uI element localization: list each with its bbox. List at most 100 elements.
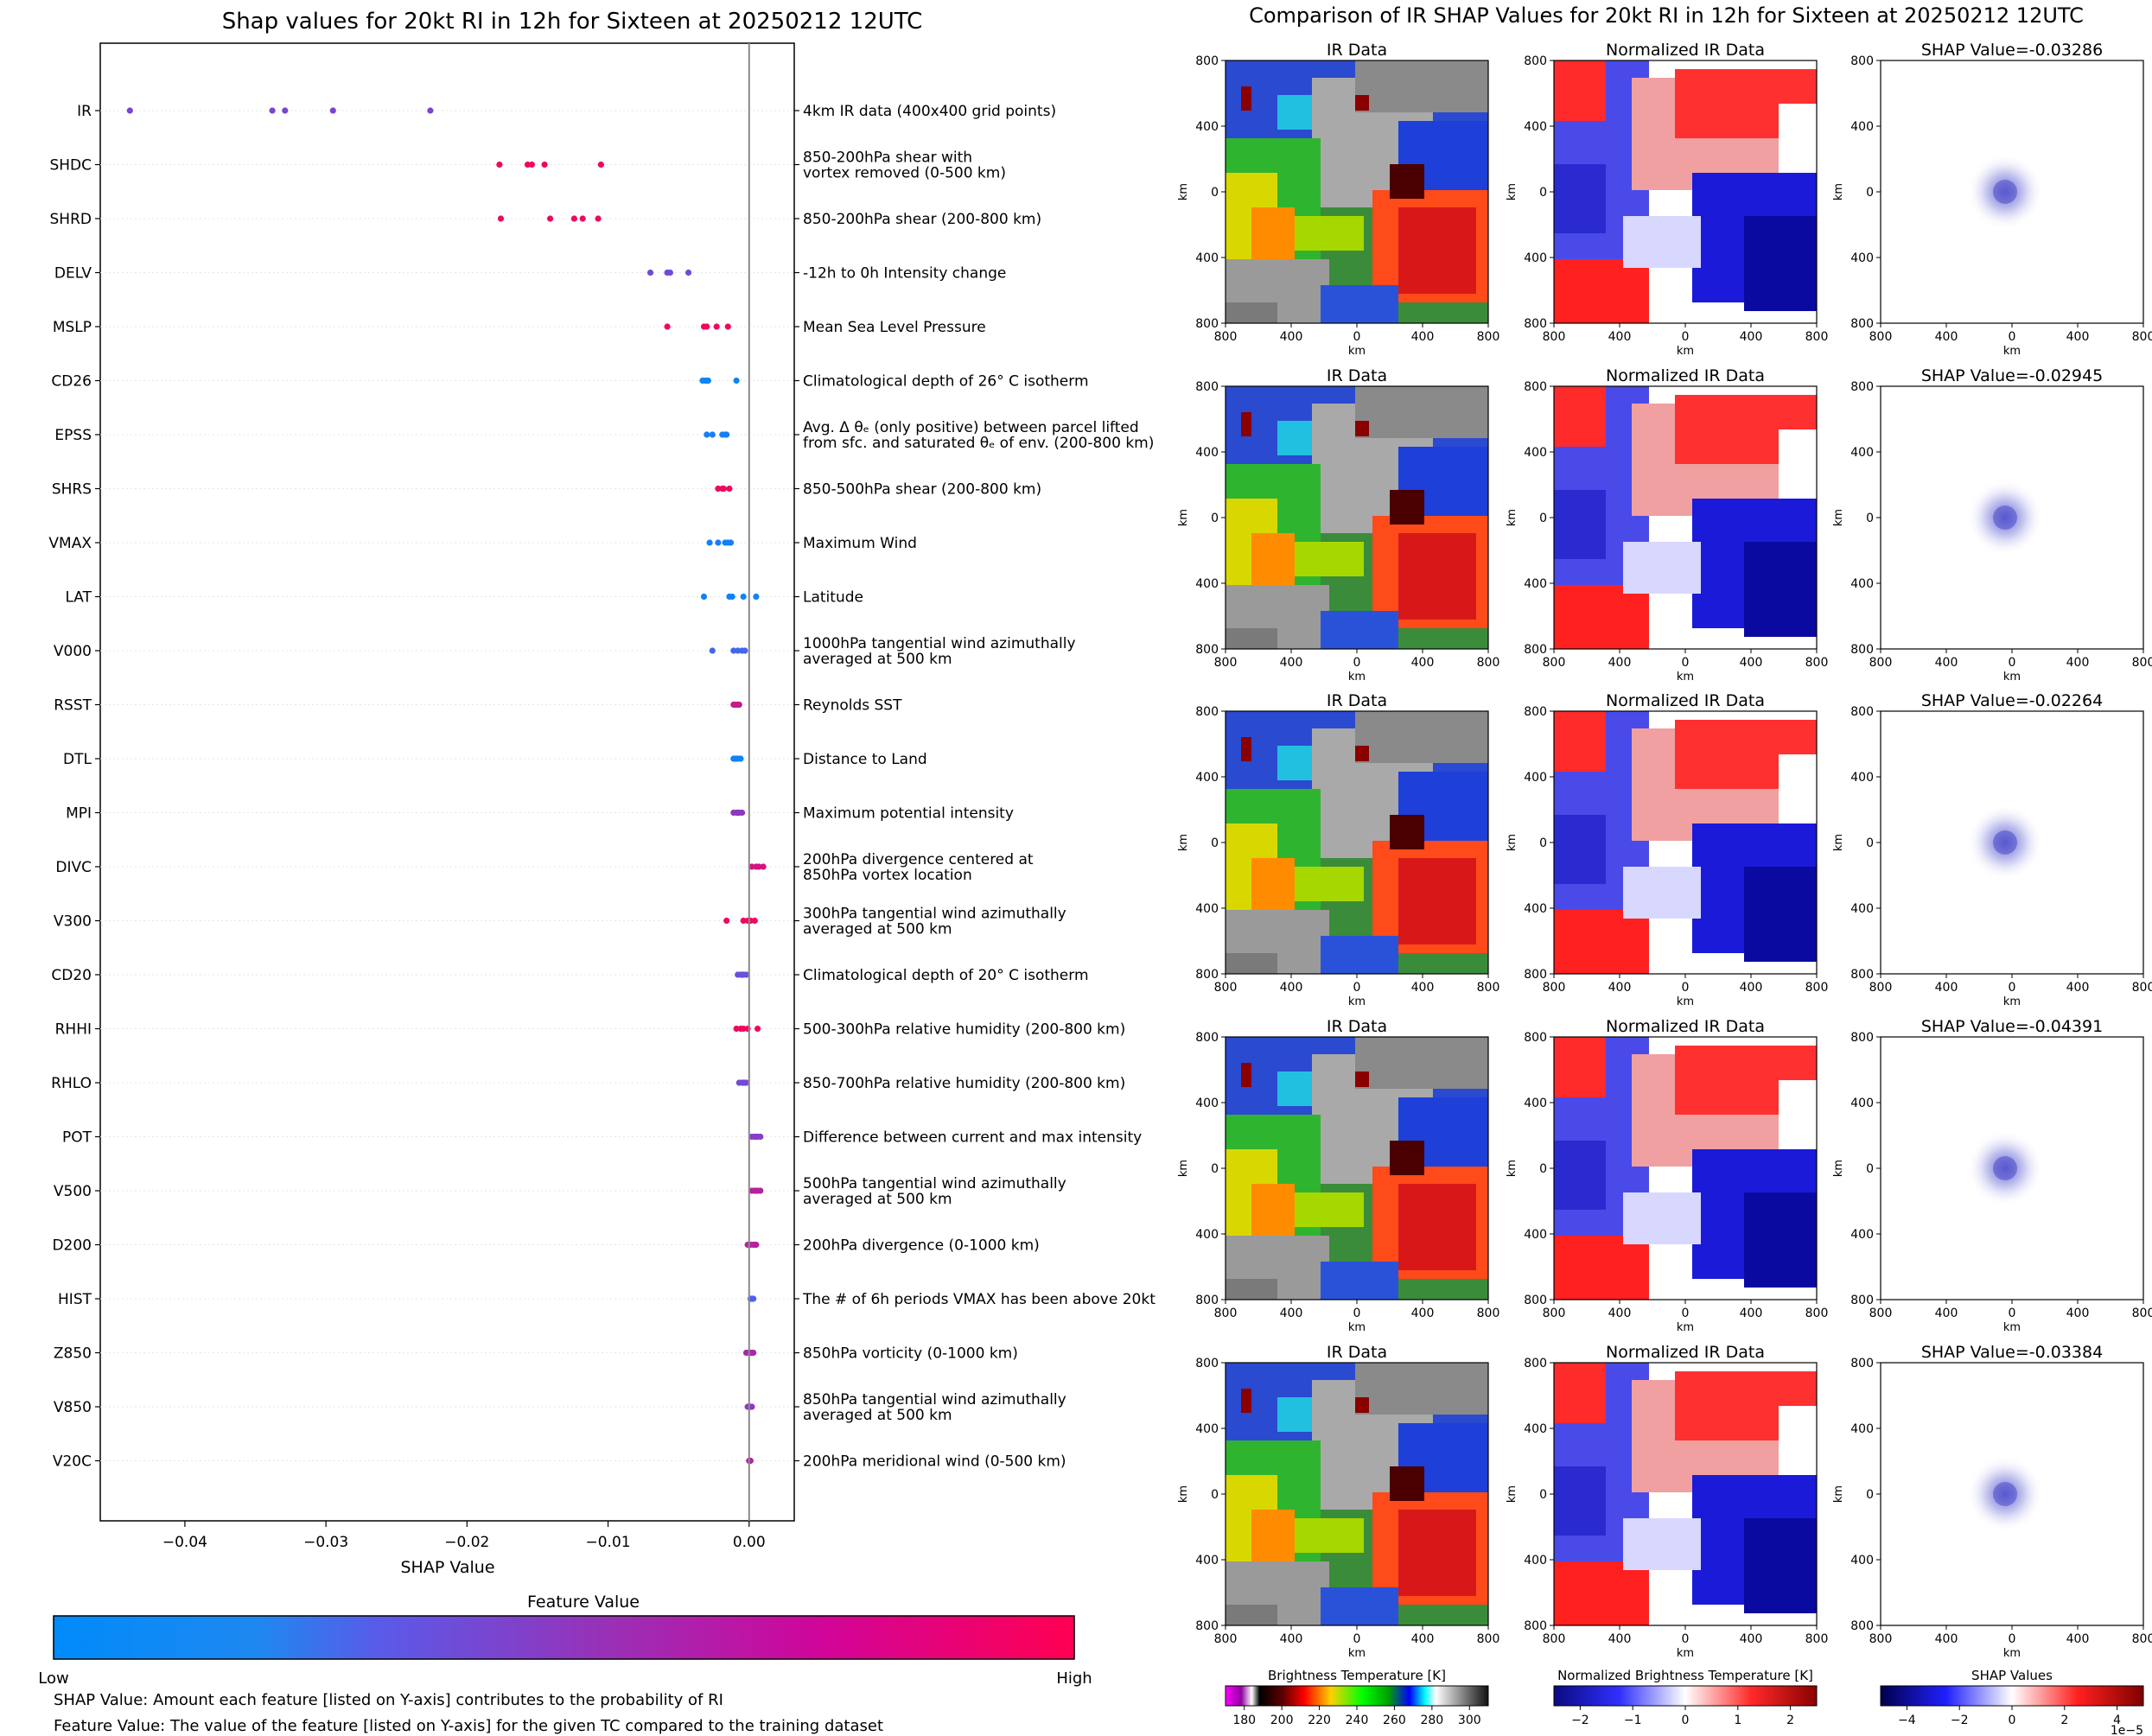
feature-description: Maximum Wind (803, 535, 917, 552)
feature-description: 1000hPa tangential wind azimuthally (803, 635, 1076, 652)
y-tick-label: 0 (1211, 512, 1219, 525)
normalized-ir-data-panel-4: Normalized IR Data8008004004000040040080… (1506, 1017, 1828, 1334)
colorbar-tick-label: −2 (1951, 1714, 1969, 1727)
shap-point (685, 269, 692, 277)
shap-point (704, 323, 710, 330)
image-field (1554, 1363, 1817, 1625)
y-tick-label: 800 (1195, 643, 1219, 657)
y-tick-label: 800 (1850, 380, 1874, 394)
y-tick-label: 400 (1524, 1422, 1547, 1436)
shap-point (751, 917, 758, 925)
colorbar-tick-label: 4 (2113, 1714, 2121, 1727)
shap-point (757, 1187, 764, 1194)
y-tick-label: 800 (1524, 1031, 1547, 1045)
y-tick-label: 0 (1866, 836, 1874, 850)
y-tick-label: 400 (1850, 1422, 1874, 1436)
x-tick-label: 400 (1608, 330, 1632, 344)
x-tick-label: 400 (1411, 1632, 1435, 1646)
feature-label: LAT (65, 589, 92, 607)
colorbar-tick-label: −4 (1898, 1714, 1916, 1727)
feature-description: Difference between current and max inten… (803, 1129, 1142, 1147)
y-tick-label: 800 (1524, 380, 1547, 394)
shap-point (753, 1241, 760, 1249)
y-tick-label: 400 (1195, 1422, 1219, 1436)
x-tick-label: 800 (1477, 1632, 1500, 1646)
x-tick-label: 0 (2009, 1632, 2016, 1646)
feature-row-v500: V500 500hPa tangential wind azimuthallyav… (54, 1175, 1066, 1208)
y-tick-label: 400 (1195, 1228, 1219, 1242)
x-tick-label: 0.00 (733, 1534, 766, 1551)
shap-point (715, 539, 722, 546)
x-tick-label: 400 (1280, 1632, 1303, 1646)
x-tick-label: 0 (2009, 1307, 2016, 1320)
feature-description: Maximum potential intensity (803, 805, 1014, 823)
shap-map-panel-3: SHAP Value=-0.02264800800400400004004008… (1832, 691, 2152, 1008)
shap-point (739, 809, 746, 817)
x-tick-label: 0 (1682, 1632, 1690, 1646)
y-tick-label: 400 (1850, 771, 1874, 785)
feature-colorbar-high: High (1056, 1669, 1092, 1688)
panel-title: SHAP Value=-0.02264 (1921, 691, 2103, 710)
x-tick-label: 400 (1740, 1307, 1763, 1320)
normalized-ir-data-panel-2: Normalized IR Data8008004004000040040080… (1506, 366, 1828, 684)
feature-description: 850-200hPa shear (200-800 km) (803, 211, 1041, 228)
y-tick-label: 400 (1850, 1554, 1874, 1567)
shap-point (547, 215, 554, 222)
feature-label: IR (77, 103, 92, 120)
feature-description: 300hPa tangential wind azimuthally (803, 906, 1066, 923)
shap-point (528, 161, 536, 169)
x-tick-label: 800 (1805, 981, 1829, 995)
x-tick-label: 800 (1805, 1307, 1829, 1320)
shap-core (1993, 1156, 2017, 1180)
x-tick-label: 0 (1682, 330, 1690, 344)
shap-colorbar-title: SHAP Values (1971, 1668, 2053, 1683)
y-tick-label: 800 (1850, 317, 1874, 331)
shap-point (126, 107, 133, 114)
x-tick-label: 800 (1543, 1632, 1566, 1646)
x-tick-label: 400 (2066, 1307, 2090, 1320)
image-field (1226, 60, 1488, 323)
panel-title: IR Data (1327, 691, 1387, 710)
y-tick-label: 400 (1524, 902, 1547, 916)
x-tick-label: 800 (2132, 330, 2152, 344)
x-tick-label: 400 (1280, 981, 1303, 995)
x-tick-label: 800 (1869, 1632, 1893, 1646)
feature-description: The # of 6h periods VMAX has been above … (802, 1291, 1156, 1308)
feature-row-d200: D200 200hPa divergence (0-1000 km) (52, 1237, 1039, 1255)
feature-label: RHHI (55, 1021, 92, 1039)
y-axis-unit: km (1177, 183, 1190, 200)
y-tick-label: 400 (1850, 577, 1874, 591)
colorbar-tick-label: 1 (1734, 1714, 1741, 1727)
x-tick-label: 800 (1869, 981, 1893, 995)
y-axis-unit: km (1832, 1485, 1845, 1503)
panel-title: Normalized IR Data (1606, 41, 1765, 60)
y-tick-label: 0 (1211, 1162, 1219, 1176)
feature-colorbar (53, 1615, 1075, 1660)
x-axis-unit: km (1677, 345, 1694, 358)
x-tick-label: 400 (1740, 1632, 1763, 1646)
feature-description: 850hPa vortex location (803, 867, 972, 884)
feature-row-delv: DELV -12h to 0h Intensity change (54, 265, 1006, 283)
feature-label: SHRD (50, 211, 92, 228)
x-tick-label: 800 (1543, 330, 1566, 344)
panel-title: Normalized IR Data (1606, 1017, 1765, 1036)
feature-label: SHRS (52, 481, 92, 499)
x-tick-label: 0 (1353, 1307, 1361, 1320)
feature-description: Distance to Land (803, 751, 927, 768)
feature-row-divc: DIVC 200hPa divergence centered at850hPa … (55, 851, 1033, 884)
feature-row-pot: POT Difference between current and max in… (62, 1129, 1142, 1147)
shap-colorbar (1880, 1685, 2144, 1707)
y-tick-label: 800 (1850, 1031, 1874, 1045)
feature-row-vmax: VMAX Maximum Wind (48, 535, 916, 552)
shap-colorbar-exponent: 1e−5 (2111, 1724, 2143, 1736)
x-tick-label: 800 (1869, 330, 1893, 344)
shap-point (666, 269, 674, 277)
y-tick-label: 400 (1195, 120, 1219, 134)
x-tick-label: 400 (2066, 981, 2090, 995)
feature-label: EPSS (54, 427, 92, 444)
y-tick-label: 400 (1195, 446, 1219, 460)
y-tick-label: 800 (1195, 1031, 1219, 1045)
feature-description: averaged at 500 km (803, 921, 952, 938)
